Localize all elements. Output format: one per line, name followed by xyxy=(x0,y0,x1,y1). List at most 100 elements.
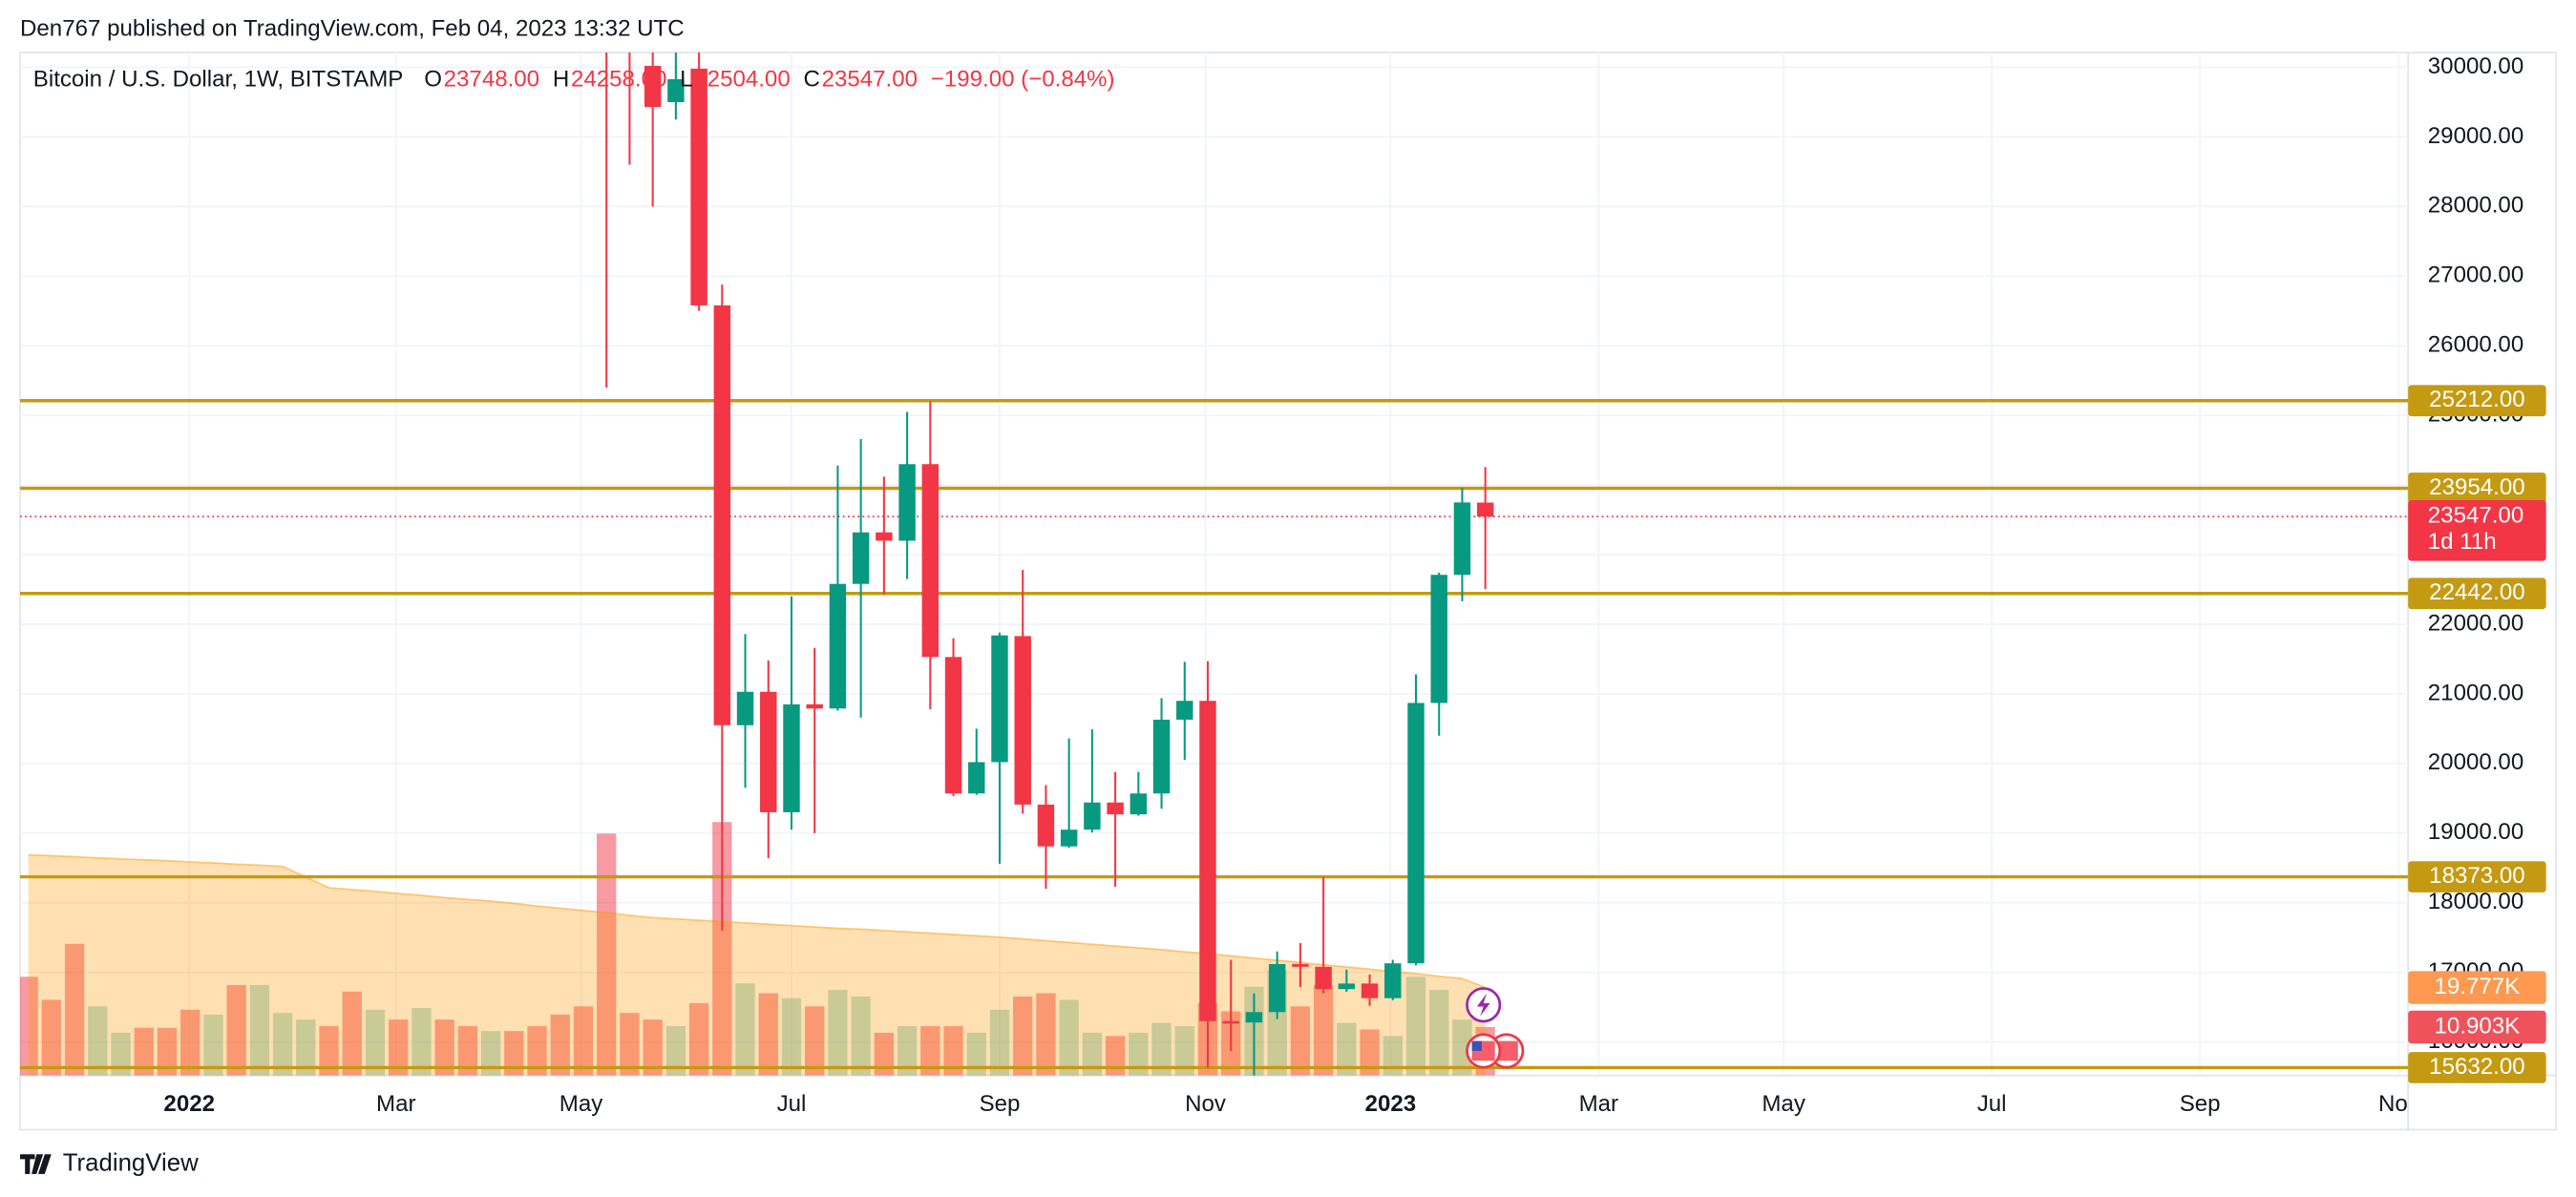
volume-bar xyxy=(226,984,246,1076)
grid xyxy=(20,52,2409,1076)
logo xyxy=(20,1154,52,1174)
axes: 16000.0017000.0018000.0019000.0020000.00… xyxy=(163,53,2546,1117)
candle-body xyxy=(1407,703,1425,964)
candle-body xyxy=(1292,963,1309,967)
ohlc-key: C xyxy=(803,67,819,93)
x-tick-label: Jul xyxy=(777,1091,807,1117)
volume-bar xyxy=(457,1025,478,1076)
ohlc-value: 23748.00 xyxy=(444,67,539,93)
volume-bar xyxy=(897,1025,918,1076)
volume-bar xyxy=(64,943,85,1076)
candle-body xyxy=(1152,719,1171,794)
volume-pane xyxy=(20,822,1495,1076)
y-tick-label: 30000.00 xyxy=(2428,53,2523,79)
volume-bar xyxy=(989,1009,1010,1076)
volume-bar xyxy=(1429,990,1449,1076)
volume-ma-label: 19.777K xyxy=(2435,974,2521,999)
level-tag-label: 25212.00 xyxy=(2429,387,2524,412)
volume-bar xyxy=(20,976,38,1076)
flag xyxy=(1494,1040,1518,1061)
volume-bar xyxy=(1313,984,1334,1076)
y-tick-label: 28000.00 xyxy=(2428,193,2523,219)
volume-bar xyxy=(1059,999,1079,1076)
price-change: −199.00 (−0.84%) xyxy=(931,67,1115,93)
legend-header: Bitcoin / U.S. Dollar, 1W, BITSTAMP O 2374… xyxy=(33,67,1115,93)
ohlc-key: O xyxy=(424,67,442,93)
ohlc-key: H xyxy=(553,67,569,93)
candle-body xyxy=(736,691,754,725)
symbol-title: Bitcoin / U.S. Dollar, 1W, BITSTAMP xyxy=(33,67,404,93)
candle-body xyxy=(1130,793,1148,815)
candle-body xyxy=(876,532,893,541)
level-tag-bg xyxy=(2408,1052,2546,1083)
y-tick-label: 21000.00 xyxy=(2428,680,2523,705)
volume-bar xyxy=(88,1006,108,1076)
volume-bar xyxy=(643,1019,663,1076)
volume-bar xyxy=(1082,1032,1103,1076)
volume-bar xyxy=(1105,1036,1126,1076)
candle-body xyxy=(991,635,1008,763)
ohlc-value: 22504.00 xyxy=(694,67,790,93)
ohlc-value: 23547.00 xyxy=(822,67,918,93)
candle-body xyxy=(783,704,800,812)
volume-bar xyxy=(1129,1032,1149,1076)
candle-body xyxy=(806,704,823,709)
x-tick-label: Sep xyxy=(2180,1091,2221,1117)
candles xyxy=(605,52,1494,1076)
level-tag-bg xyxy=(2408,578,2546,610)
candle-body xyxy=(713,304,731,725)
candle-body xyxy=(1199,701,1216,1021)
volume-bar xyxy=(1360,1029,1380,1076)
x-tick-label: Nov xyxy=(2378,1091,2419,1117)
volume-bar xyxy=(157,1027,178,1076)
candle-body xyxy=(1107,802,1124,815)
candle-body xyxy=(1037,804,1055,847)
candle-body xyxy=(1453,502,1471,576)
candle-body xyxy=(690,68,707,305)
y-tick-label: 19000.00 xyxy=(2428,819,2523,845)
volume-bar xyxy=(665,1025,686,1076)
level-tag-label: 23954.00 xyxy=(2429,474,2524,500)
ohlc-key: L xyxy=(680,67,692,93)
x-tick-label: Mar xyxy=(376,1091,415,1117)
candle-body xyxy=(1430,575,1447,704)
volume-bar xyxy=(1013,996,1033,1076)
volume-bar xyxy=(342,991,362,1076)
publisher-note: Den767 published on TradingView.com, Feb… xyxy=(20,15,685,41)
volume-bar xyxy=(1337,1022,1357,1076)
candle-body xyxy=(1315,966,1332,990)
volume-bar xyxy=(412,1008,432,1076)
brand: TradingView xyxy=(20,1149,199,1176)
volume-bar xyxy=(296,1019,316,1076)
candle-body xyxy=(760,691,777,812)
volume-bar xyxy=(550,1014,570,1076)
last-price-label: 23547.00 xyxy=(2428,503,2523,529)
volume-bar xyxy=(688,1002,709,1076)
volume-bar xyxy=(1151,1022,1172,1076)
x-tick-label: 2022 xyxy=(163,1091,215,1117)
candle-body xyxy=(968,762,985,794)
volume-bar xyxy=(597,833,617,1076)
x-tick-label: May xyxy=(1762,1091,1805,1117)
volume-bar xyxy=(851,996,871,1076)
level-tag-label: 15632.00 xyxy=(2429,1054,2524,1080)
candle-body xyxy=(921,464,940,658)
volume-bar xyxy=(1036,993,1056,1076)
countdown-label: 1d 11h xyxy=(2428,529,2497,555)
volume-bar xyxy=(1383,1036,1403,1076)
volume-bar xyxy=(41,999,62,1076)
candle-body xyxy=(1222,1020,1239,1024)
volume-bar xyxy=(319,1025,339,1076)
volume-bar xyxy=(1174,1025,1194,1076)
volume-bar xyxy=(180,1009,201,1076)
candle-body xyxy=(944,657,962,794)
y-tick-label: 18000.00 xyxy=(2428,889,2523,914)
candle-body xyxy=(829,583,847,709)
y-tick-label: 22000.00 xyxy=(2428,610,2523,636)
volume-bar xyxy=(620,1013,640,1076)
candle-body xyxy=(1245,1012,1263,1023)
level-tag-bg xyxy=(2408,385,2546,417)
volume-bar xyxy=(434,1019,454,1076)
